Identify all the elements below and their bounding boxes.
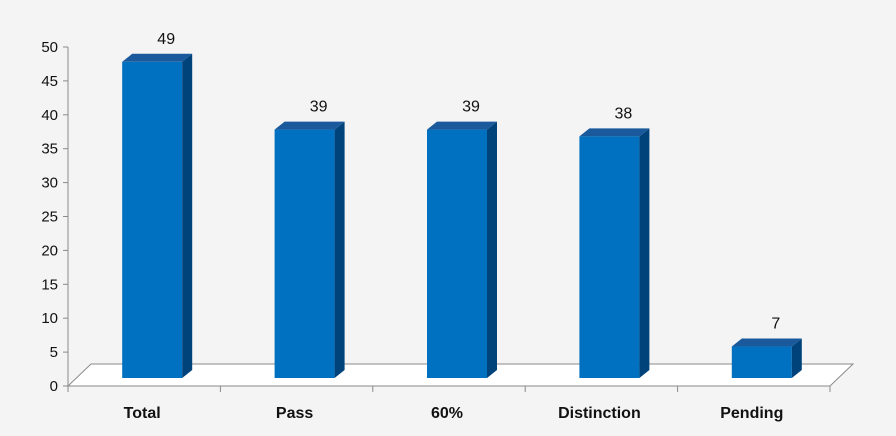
- y-tick-label: 0: [50, 378, 58, 395]
- y-tick-label: 5: [50, 344, 58, 361]
- bar: [122, 53, 193, 378]
- x-category-label: Pending: [720, 405, 783, 422]
- x-category-label: Distinction: [558, 405, 641, 422]
- y-tick-label: 20: [41, 242, 58, 259]
- y-tick-label: 50: [41, 39, 58, 56]
- bar-front: [579, 136, 640, 378]
- data-label: 39: [310, 99, 328, 116]
- labels: 49 Total 39 Pass 39 60% 38 Distinction 7 Pending: [124, 31, 784, 422]
- bar: [579, 128, 650, 378]
- bar-side: [182, 53, 193, 378]
- data-label: 49: [157, 31, 175, 48]
- bar-front: [427, 129, 487, 378]
- x-category-label: 60%: [431, 405, 463, 422]
- data-label: 7: [771, 316, 780, 333]
- bar-side: [791, 338, 802, 378]
- bar-front: [122, 61, 183, 378]
- bar-side: [639, 128, 650, 378]
- x-category-label: Pass: [276, 405, 313, 422]
- y-tick-label: 15: [41, 276, 58, 293]
- bar: [427, 121, 497, 378]
- bars: [122, 53, 802, 378]
- bar-front: [731, 346, 792, 378]
- bar-side: [487, 121, 497, 378]
- bar-front: [274, 129, 335, 378]
- bar-top: [427, 121, 497, 130]
- bar: [731, 338, 802, 378]
- y-tick-label: 30: [41, 175, 58, 192]
- y-tick-label: 45: [41, 73, 58, 90]
- y-tick-label: 40: [41, 107, 58, 124]
- data-label: 39: [462, 99, 480, 116]
- bar-top: [274, 121, 345, 130]
- bar-side: [334, 121, 345, 378]
- y-axis: 0 5 10 15 20 25 30 35 40 45 50: [41, 39, 831, 395]
- bar-top: [731, 338, 802, 347]
- x-category-label: Total: [124, 405, 161, 422]
- data-label: 38: [615, 105, 633, 122]
- y-tick-label: 25: [41, 209, 58, 226]
- bar: [274, 121, 345, 378]
- bar-top: [122, 53, 193, 62]
- y-tick-label: 35: [41, 141, 58, 158]
- bar-top: [579, 128, 650, 137]
- y-tick-label: 10: [41, 310, 58, 327]
